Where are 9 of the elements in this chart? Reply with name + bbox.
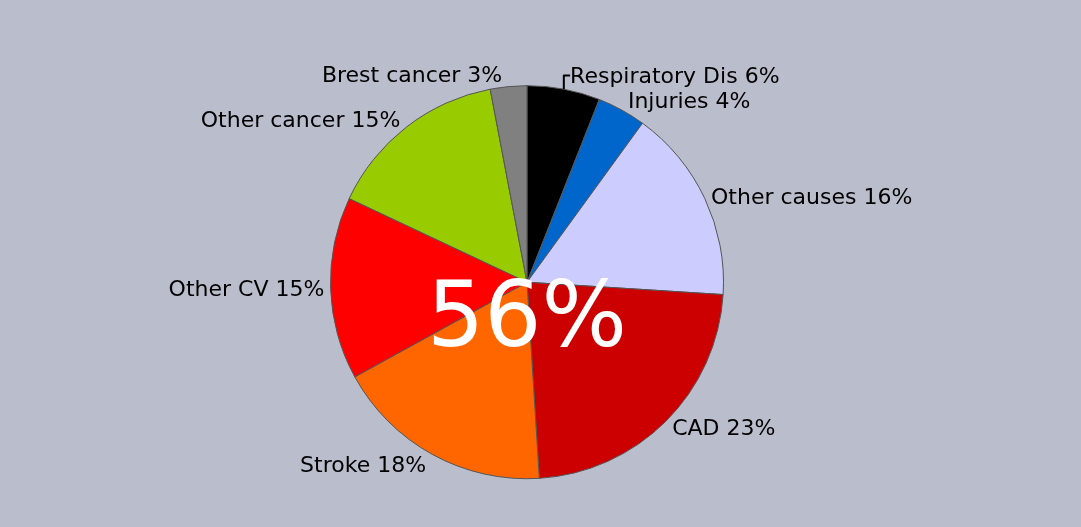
slice-label: CAD 23% — [672, 414, 776, 440]
text: 56% — [427, 262, 628, 367]
slice-label: Other CV 15% — [168, 275, 325, 301]
slice-label: Respiratory Dis 6% — [570, 62, 780, 88]
slice-label: Other cancer 15% — [200, 106, 401, 132]
slice-label: Other causes 16% — [711, 183, 913, 209]
slice-label: Stroke 18% — [300, 451, 427, 477]
slice-label: Injuries 4% — [627, 87, 751, 113]
slice-label: Brest cancer 3% — [321, 61, 503, 87]
